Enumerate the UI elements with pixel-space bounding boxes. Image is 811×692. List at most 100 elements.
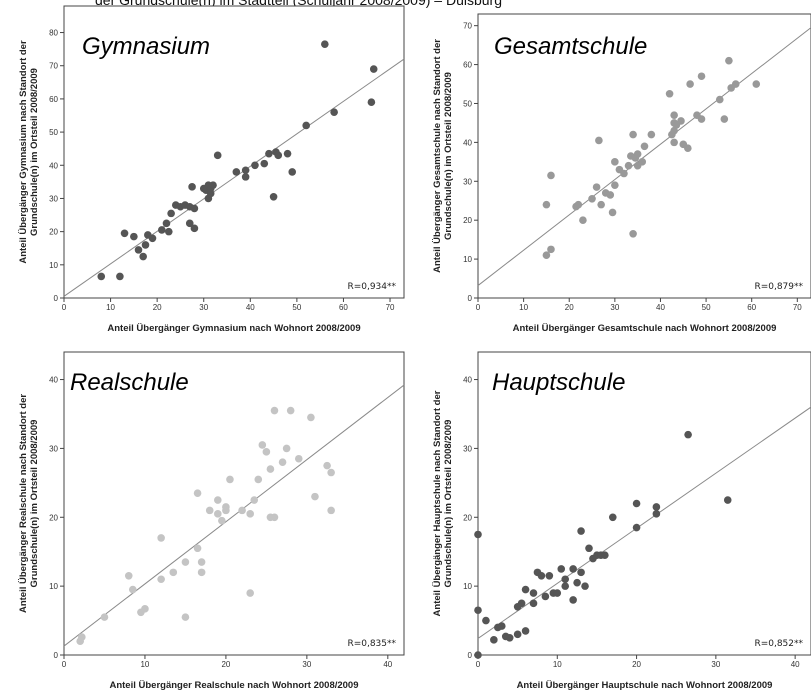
y-tick-label: 50 bbox=[463, 99, 472, 108]
data-point bbox=[505, 633, 514, 642]
data-point bbox=[561, 575, 570, 584]
data-point bbox=[190, 204, 199, 213]
x-tick-label: 30 bbox=[302, 660, 311, 669]
data-point bbox=[270, 406, 279, 415]
y-axis-label-line: Grundschule(n) im Ortsteil 2008/2009 bbox=[29, 420, 40, 588]
y-axis-label: Anteil Übergänger Realschule nach Stando… bbox=[18, 394, 40, 613]
data-point bbox=[592, 183, 601, 191]
x-tick-label: 50 bbox=[702, 303, 711, 312]
data-point bbox=[327, 506, 335, 515]
y-tick-label: 60 bbox=[463, 61, 472, 70]
data-point bbox=[581, 582, 589, 590]
data-point bbox=[611, 181, 619, 189]
x-axis-label: Anteil Übergänger Hauptschule nach Wohno… bbox=[517, 680, 773, 691]
chart-title: Hauptschule bbox=[492, 369, 625, 396]
data-point bbox=[521, 585, 530, 594]
data-point bbox=[258, 441, 267, 449]
r-value-label: R=0,934** bbox=[347, 282, 396, 292]
y-tick-label: 30 bbox=[463, 177, 472, 186]
data-point bbox=[547, 245, 555, 254]
x-tick-label: 30 bbox=[610, 303, 619, 312]
data-point bbox=[134, 246, 143, 254]
chart-panel-3: Realschule 0 10 20 30 40 0 10 20 30 40 Anteil Überg… bbox=[18, 351, 405, 691]
x-axis-label: Anteil Übergänger Gymnasium nach Wohnort… bbox=[107, 323, 360, 334]
data-point bbox=[323, 461, 331, 470]
x-tick-label: 30 bbox=[199, 303, 208, 312]
data-point bbox=[633, 150, 642, 158]
data-point bbox=[595, 136, 603, 145]
data-point bbox=[139, 252, 147, 261]
data-point bbox=[246, 510, 254, 518]
data-point bbox=[537, 572, 546, 580]
data-point bbox=[601, 551, 609, 559]
data-point bbox=[241, 173, 250, 181]
y-tick-label: 30 bbox=[49, 444, 58, 453]
x-tick-label: 40 bbox=[791, 660, 800, 669]
data-point bbox=[686, 80, 694, 88]
data-point bbox=[129, 585, 137, 594]
x-tick-label: 0 bbox=[62, 660, 67, 669]
y-tick-label: 20 bbox=[49, 228, 58, 237]
data-point bbox=[218, 516, 226, 525]
y-axis-label: Anteil Übergänger Gesamtschule nach Stan… bbox=[432, 39, 454, 273]
data-point bbox=[265, 149, 273, 158]
data-point bbox=[327, 468, 335, 477]
data-point bbox=[158, 226, 166, 234]
x-tick-label: 50 bbox=[292, 303, 301, 312]
r-value-label: R=0,879** bbox=[754, 282, 803, 292]
y-tick-label: 0 bbox=[468, 651, 473, 660]
data-point bbox=[116, 272, 124, 281]
y-tick-label: 20 bbox=[463, 216, 472, 225]
data-point bbox=[214, 510, 222, 518]
y-tick-label: 40 bbox=[463, 138, 472, 147]
data-point bbox=[286, 406, 295, 415]
data-point bbox=[266, 465, 275, 473]
data-point bbox=[162, 219, 171, 228]
data-point bbox=[205, 506, 214, 515]
data-point bbox=[608, 513, 617, 522]
data-point bbox=[157, 575, 165, 584]
y-tick-label: 30 bbox=[49, 194, 58, 203]
plot-frame bbox=[63, 351, 405, 656]
chart-panel-4: Hauptschule 0 10 20 30 40 0 10 20 30 40 Anteil Über… bbox=[432, 351, 811, 691]
y-axis-label-line: Grundschule(n) im Ortsteil 2008/2009 bbox=[29, 68, 40, 236]
data-point bbox=[624, 161, 633, 170]
y-tick-label: 70 bbox=[49, 62, 58, 71]
y-tick-label: 10 bbox=[49, 261, 58, 270]
data-point bbox=[167, 209, 175, 218]
data-point bbox=[197, 568, 206, 577]
data-point bbox=[684, 430, 692, 439]
data-point bbox=[697, 115, 706, 123]
data-point bbox=[181, 558, 190, 566]
data-point bbox=[684, 144, 692, 153]
y-axis-label-line: Anteil Übergänger Gesamtschule nach Stan… bbox=[432, 39, 443, 273]
data-point bbox=[542, 251, 551, 260]
y-tick-label: 30 bbox=[463, 444, 472, 453]
y-tick-label: 40 bbox=[49, 376, 58, 385]
data-point bbox=[677, 117, 685, 125]
data-point bbox=[647, 130, 656, 139]
data-point bbox=[577, 527, 585, 535]
data-point bbox=[288, 168, 297, 176]
data-point bbox=[302, 121, 310, 130]
data-point bbox=[188, 183, 196, 191]
y-tick-label: 10 bbox=[49, 582, 58, 591]
data-point bbox=[100, 613, 109, 621]
data-point bbox=[561, 582, 570, 590]
x-tick-label: 70 bbox=[793, 303, 802, 312]
page-header: der Grundschule(n) im Stadtteil (Schulja… bbox=[95, 0, 502, 8]
data-point bbox=[638, 158, 647, 166]
data-point bbox=[474, 530, 482, 539]
data-point bbox=[193, 544, 202, 553]
data-point bbox=[157, 534, 165, 542]
chart-title: Gesamtschule bbox=[494, 33, 647, 60]
data-point bbox=[574, 200, 583, 209]
y-tick-label: 0 bbox=[468, 294, 473, 303]
y-axis-label: Anteil Übergänger Gymnasium nach Standor… bbox=[18, 40, 40, 264]
data-point bbox=[670, 126, 678, 135]
y-axis-label-line: Anteil Übergänger Hauptschule nach Stand… bbox=[432, 390, 443, 616]
x-tick-label: 60 bbox=[747, 303, 756, 312]
data-point bbox=[97, 272, 106, 281]
data-point bbox=[529, 589, 538, 597]
y-tick-label: 40 bbox=[463, 376, 472, 385]
